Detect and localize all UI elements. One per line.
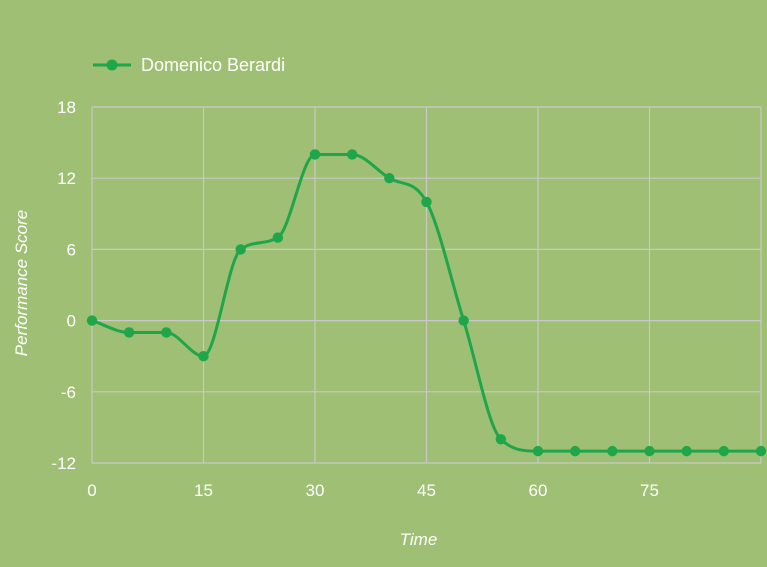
y-tick-label: -6 xyxy=(61,383,76,402)
data-point[interactable] xyxy=(681,445,692,457)
y-axis-title: Performance Score xyxy=(12,210,31,356)
series-layer xyxy=(86,149,767,457)
legend: Domenico Berardi xyxy=(93,55,285,75)
data-point[interactable] xyxy=(309,149,321,160)
x-tick-label: 0 xyxy=(87,481,96,500)
data-point[interactable] xyxy=(161,327,172,338)
legend-dot-marker xyxy=(106,59,118,71)
grid xyxy=(91,106,762,464)
x-axis-title: Time xyxy=(400,530,438,549)
data-point[interactable] xyxy=(495,434,507,445)
x-tick-label: 30 xyxy=(306,481,325,500)
data-point[interactable] xyxy=(272,232,284,243)
data-point[interactable] xyxy=(718,445,730,457)
data-point[interactable] xyxy=(384,173,395,184)
axes: -12 -6 0 6 12 18 0 15 30 45 60 75 xyxy=(51,98,659,500)
y-tick-label: -12 xyxy=(51,454,76,473)
data-point[interactable] xyxy=(458,315,469,326)
data-point[interactable] xyxy=(607,445,618,457)
y-tick-label: 12 xyxy=(57,169,76,188)
x-tick-label: 75 xyxy=(640,481,659,500)
legend-label: Domenico Berardi xyxy=(141,55,285,75)
y-tick-label: 6 xyxy=(67,240,76,259)
x-tick-label: 60 xyxy=(529,481,548,500)
y-tick-label: 18 xyxy=(57,98,76,117)
data-point[interactable] xyxy=(86,315,98,326)
data-point[interactable] xyxy=(421,196,432,208)
data-point[interactable] xyxy=(235,244,246,255)
data-point[interactable] xyxy=(198,351,209,362)
data-point[interactable] xyxy=(346,149,358,160)
y-tick-label: 0 xyxy=(67,312,76,331)
x-tick-label: 45 xyxy=(417,481,436,500)
data-point[interactable] xyxy=(123,327,135,338)
data-point[interactable] xyxy=(532,445,544,457)
data-point[interactable] xyxy=(569,445,581,457)
x-tick-label: 15 xyxy=(194,481,213,500)
data-point[interactable] xyxy=(644,445,655,457)
data-point[interactable] xyxy=(755,445,767,457)
